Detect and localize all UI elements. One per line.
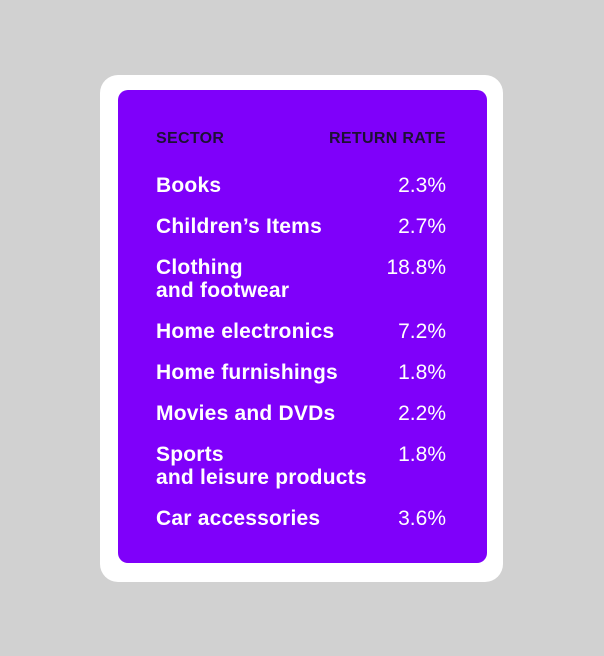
return-rate-table-panel: SECTOR RETURN RATE Books 2.3% Children’s…: [118, 90, 487, 563]
sector-label: Books: [156, 174, 222, 197]
rate-value: 2.7%: [398, 215, 446, 238]
sector-label: Sports and leisure products: [156, 443, 367, 489]
table-row: Children’s Items 2.7%: [156, 215, 446, 238]
rate-value: 1.8%: [398, 443, 446, 466]
sector-label: Clothing and footwear: [156, 256, 290, 302]
table-row: Sports and leisure products 1.8%: [156, 443, 446, 489]
table-row: Books 2.3%: [156, 174, 446, 197]
sector-label: Movies and DVDs: [156, 402, 336, 425]
table-body: Books 2.3% Children’s Items 2.7% Clothin…: [156, 174, 446, 530]
rate-value: 7.2%: [398, 320, 446, 343]
rate-value: 1.8%: [398, 361, 446, 384]
table-row: Movies and DVDs 2.2%: [156, 402, 446, 425]
sector-label: Home furnishings: [156, 361, 338, 384]
rate-value: 18.8%: [386, 256, 446, 279]
table-row: Clothing and footwear 18.8%: [156, 256, 446, 302]
rate-value: 2.3%: [398, 174, 446, 197]
sector-label: Car accessories: [156, 507, 321, 530]
sector-label: Home electronics: [156, 320, 335, 343]
column-header-return-rate: RETURN RATE: [329, 130, 446, 147]
sector-label: Children’s Items: [156, 215, 322, 238]
table-row: Home electronics 7.2%: [156, 320, 446, 343]
rate-value: 3.6%: [398, 507, 446, 530]
column-header-sector: SECTOR: [156, 130, 225, 147]
table-row: Car accessories 3.6%: [156, 507, 446, 530]
white-card: SECTOR RETURN RATE Books 2.3% Children’s…: [100, 75, 503, 582]
table-header-row: SECTOR RETURN RATE: [156, 130, 446, 148]
rate-value: 2.2%: [398, 402, 446, 425]
table-row: Home furnishings 1.8%: [156, 361, 446, 384]
